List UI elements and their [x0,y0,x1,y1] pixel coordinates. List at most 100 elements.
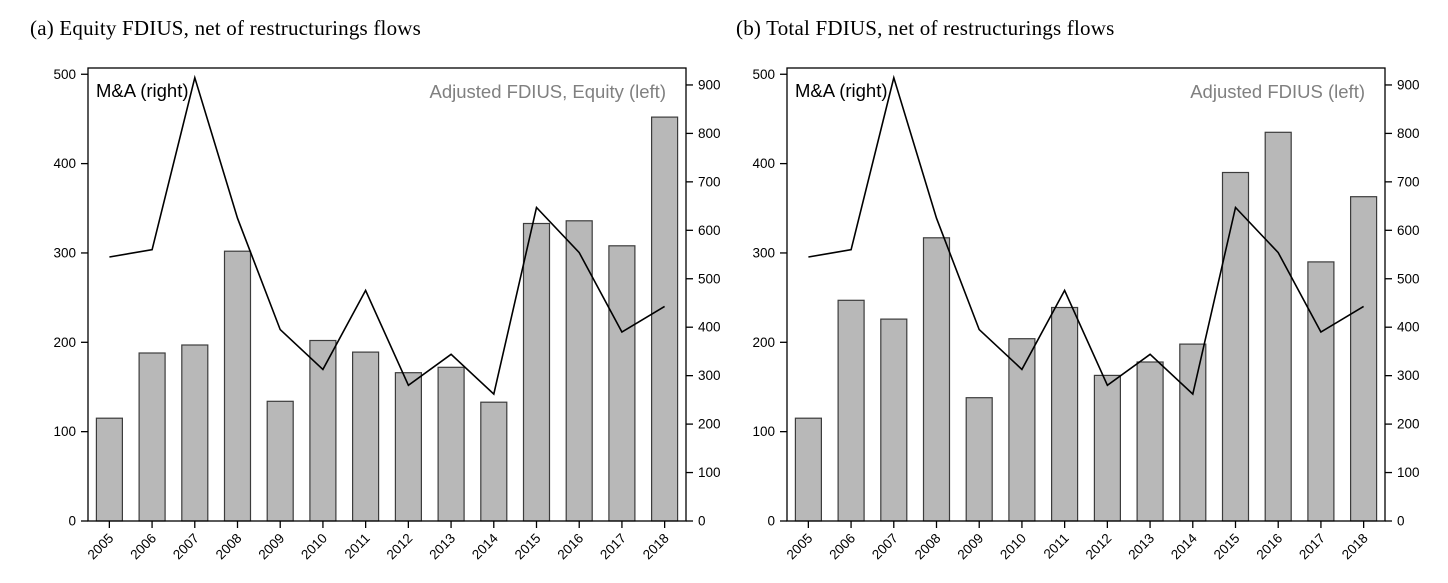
x-tick-label: 2013 [426,531,458,563]
x-tick-label: 2016 [554,531,586,563]
right-tick-label: 600 [1397,223,1420,238]
right-tick-label: 700 [698,174,721,189]
bar-2015 [522,222,551,522]
x-tick-label: 2009 [255,531,287,563]
right-tick-label: 200 [1397,417,1420,432]
left-tick-label: 100 [752,424,775,439]
bar-2010 [309,339,337,522]
bar-2011 [352,351,380,522]
bar-2016 [565,220,593,522]
right-tick-label: 500 [698,271,721,286]
legend-fdius-label: Adjusted FDIUS (left) [1190,81,1365,102]
x-tick-label: 2006 [826,531,858,563]
right-tick-label: 200 [698,417,721,432]
x-tick-label: 2018 [1339,531,1371,563]
right-tick-label: 800 [698,126,721,141]
x-tick-label: 2008 [213,531,245,563]
right-tick-label: 700 [1397,174,1420,189]
bar-2014 [1179,343,1207,522]
left-tick-label: 0 [767,514,775,529]
right-tick-label: 500 [1397,271,1420,286]
x-tick-label: 2015 [1211,531,1243,563]
x-tick-label: 2012 [1083,531,1115,563]
right-tick-label: 0 [698,514,706,529]
bar-2014 [480,401,508,522]
x-tick-label: 2007 [869,531,901,563]
bar-2005 [95,417,124,522]
x-tick-label: 2014 [1168,530,1200,562]
bar-2016 [1264,131,1292,522]
right-tick-label: 800 [1397,126,1420,141]
bar-2009 [266,400,294,522]
x-tick-label: 2014 [469,530,501,562]
bar-2008 [223,250,252,522]
bar-2018 [1349,196,1378,522]
right-tick-label: 900 [1397,77,1420,92]
right-tick-label: 300 [1397,368,1420,383]
legend-fdius-label: Adjusted FDIUS, Equity (left) [430,81,666,102]
ma-line [109,74,666,396]
x-tick-label: 2007 [170,531,202,563]
bar-2006 [138,352,166,522]
bar-2009 [965,397,993,522]
right-tick-label: 400 [698,320,721,335]
bar-2012 [394,372,422,522]
x-tick-label: 2012 [384,531,416,563]
left-tick-label: 500 [752,67,775,82]
bar-2018 [650,116,679,522]
x-tick-label: 2011 [1041,531,1072,562]
chart-canvas-b: 0 100 200 300 400 500 0 100 200 300 400 500 600 700 80… [752,67,1420,563]
bar-2012 [1093,374,1121,522]
x-tick-label: 2018 [640,531,672,563]
bar-2017 [608,245,636,522]
left-tick-label: 0 [68,514,76,529]
panel-b-title: (b) Total FDIUS, net of restructurings f… [736,16,1115,40]
ma-line [808,74,1365,396]
x-tick-label: 2016 [1253,531,1285,563]
x-tick-label: 2008 [912,531,944,563]
bar-2017 [1307,261,1335,522]
x-tick-label: 2015 [512,531,544,563]
left-tick-label: 400 [752,156,775,171]
left-tick-label: 200 [53,335,76,350]
right-tick-label: 100 [1397,465,1420,480]
bar-2006 [837,299,865,522]
left-tick-label: 500 [53,67,76,82]
panel-a: (a) Equity FDIUS, net of restructurings … [30,16,721,563]
x-tick-label: 2005 [784,531,816,563]
right-tick-label: 0 [1397,514,1405,529]
left-tick-label: 300 [752,245,775,260]
legend-ma-label: M&A (right) [96,80,189,101]
panel-a-title: (a) Equity FDIUS, net of restructurings … [30,16,422,40]
left-tick-label: 200 [752,335,775,350]
bar-2007 [880,318,908,522]
right-tick-label: 400 [1397,320,1420,335]
chart-canvas-a: 0 100 200 300 400 500 0 100 200 300 400 500 600 700 80… [53,67,721,563]
right-tick-label: 600 [698,223,721,238]
bar-2008 [922,237,951,522]
x-tick-label: 2017 [1296,531,1328,563]
bar-2013 [437,366,465,522]
x-tick-label: 2006 [127,531,159,563]
bar-2010 [1008,338,1036,522]
plot-frame [87,67,687,522]
plot-frame [786,67,1386,522]
legend-ma-label: M&A (right) [795,80,888,101]
left-tick-label: 100 [53,424,76,439]
bar-2007 [181,344,209,522]
x-tick-label: 2011 [342,531,373,562]
left-tick-label: 300 [53,245,76,260]
x-tick-label: 2010 [997,531,1029,563]
x-tick-label: 2017 [597,531,629,563]
x-tick-label: 2005 [85,531,117,563]
right-tick-label: 900 [698,77,721,92]
bar-2005 [794,417,823,522]
bar-2015 [1221,171,1250,522]
panel-b: (b) Total FDIUS, net of restructurings f… [724,0,1448,583]
x-tick-label: 2009 [954,531,986,563]
x-tick-label: 2010 [298,531,330,563]
x-tick-label: 2013 [1125,531,1157,563]
right-tick-label: 300 [698,368,721,383]
left-tick-label: 400 [53,156,76,171]
